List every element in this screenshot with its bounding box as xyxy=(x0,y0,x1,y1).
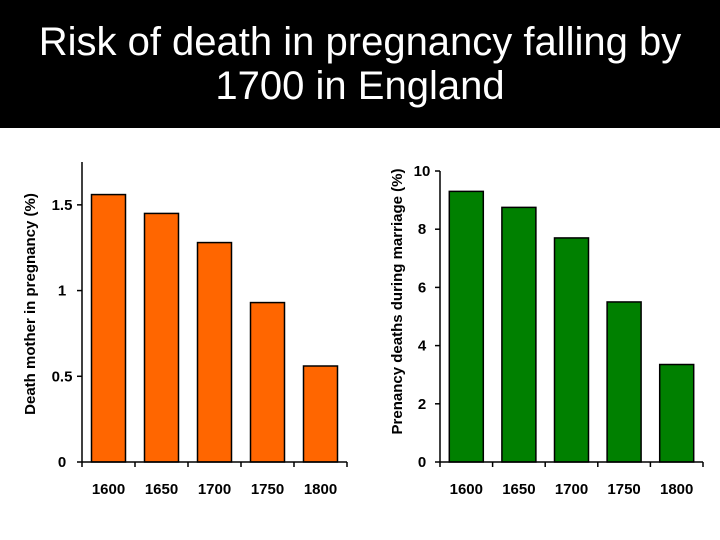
y-tick-label: 6 xyxy=(418,279,426,296)
y-tick-label: 10 xyxy=(414,163,431,180)
x-tick-label: 1650 xyxy=(145,481,178,498)
y-tick-label: 0 xyxy=(418,454,426,471)
bar-1700 xyxy=(553,237,590,463)
y-tick-label: 0.5 xyxy=(52,368,73,385)
y-axis-title: Prenancy deaths during marriage (%) xyxy=(389,169,406,435)
bar-1800 xyxy=(658,363,695,463)
bar-1600 xyxy=(448,190,485,463)
x-tick-label: 1600 xyxy=(450,481,483,498)
bar-1750 xyxy=(606,301,642,463)
y-tick-label: 1.5 xyxy=(52,197,73,214)
slide-title-line-2: 1700 in England xyxy=(215,64,505,108)
x-tick-label: 1800 xyxy=(660,481,693,498)
y-tick-label: 4 xyxy=(418,338,427,355)
x-tick-label: 1700 xyxy=(198,481,231,498)
x-tick-label: 1600 xyxy=(92,481,125,498)
y-tick-label: 1 xyxy=(58,283,66,300)
y-tick-label: 0 xyxy=(58,454,66,471)
title-bar: Risk of death in pregnancy falling by 17… xyxy=(0,0,720,128)
x-tick-label: 1750 xyxy=(607,481,640,498)
slide-title-line-1: Risk of death in pregnancy falling by xyxy=(38,20,682,64)
x-tick-label: 1800 xyxy=(304,481,337,498)
x-tick-label: 1750 xyxy=(251,481,284,498)
slide-title: Risk of death in pregnancy falling by 17… xyxy=(0,20,720,108)
y-axis-title: Death mother in pregnancy (%) xyxy=(22,193,39,415)
y-tick-label: 2 xyxy=(418,396,426,413)
x-tick-label: 1700 xyxy=(555,481,588,498)
bar-1600 xyxy=(90,193,127,463)
chart-death-mother-in-pregnancy: 0 0.5 1 1.5 1600 1650 1700 1750 1800 Death mother… xyxy=(22,162,348,498)
x-tick-label: 1650 xyxy=(502,481,535,498)
y-tick-label: 8 xyxy=(418,221,426,238)
bar-1650 xyxy=(501,206,537,463)
